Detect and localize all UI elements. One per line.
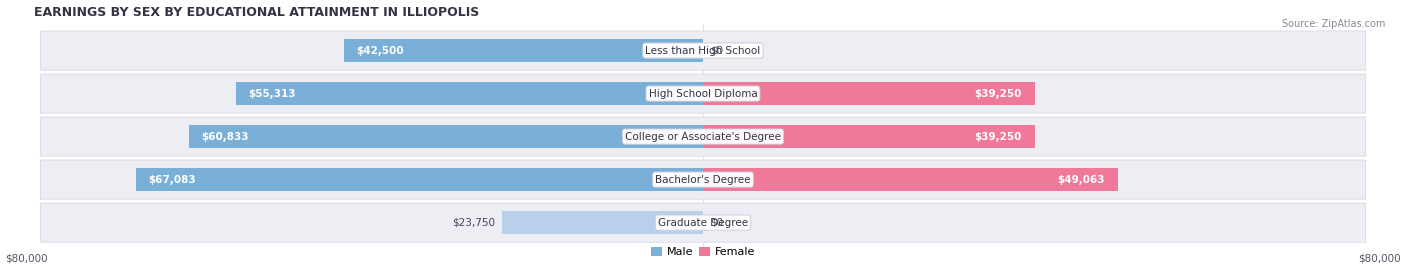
Text: $55,313: $55,313 — [249, 89, 295, 98]
Text: Graduate Degree: Graduate Degree — [658, 218, 748, 228]
Text: Source: ZipAtlas.com: Source: ZipAtlas.com — [1281, 19, 1385, 29]
Text: $0: $0 — [710, 45, 723, 56]
Text: $23,750: $23,750 — [453, 218, 495, 228]
Bar — [136, 168, 703, 191]
Bar — [344, 39, 703, 62]
Bar — [236, 82, 703, 105]
Text: $67,083: $67,083 — [149, 175, 197, 185]
Text: High School Diploma: High School Diploma — [648, 89, 758, 98]
Bar — [502, 211, 703, 234]
Bar — [703, 125, 1035, 148]
Text: $42,500: $42,500 — [357, 45, 404, 56]
Text: College or Associate's Degree: College or Associate's Degree — [626, 132, 780, 141]
Text: $39,250: $39,250 — [974, 89, 1022, 98]
FancyBboxPatch shape — [41, 203, 1365, 242]
FancyBboxPatch shape — [41, 31, 1365, 70]
Bar — [188, 125, 703, 148]
Text: Less than High School: Less than High School — [645, 45, 761, 56]
Legend: Male, Female: Male, Female — [647, 242, 759, 262]
Bar — [703, 168, 1118, 191]
FancyBboxPatch shape — [41, 74, 1365, 113]
Text: $0: $0 — [710, 218, 723, 228]
Text: EARNINGS BY SEX BY EDUCATIONAL ATTAINMENT IN ILLIOPOLIS: EARNINGS BY SEX BY EDUCATIONAL ATTAINMEN… — [34, 6, 479, 19]
Text: $39,250: $39,250 — [974, 132, 1022, 141]
FancyBboxPatch shape — [41, 117, 1365, 156]
Text: Bachelor's Degree: Bachelor's Degree — [655, 175, 751, 185]
FancyBboxPatch shape — [41, 160, 1365, 199]
Bar — [703, 82, 1035, 105]
Text: $60,833: $60,833 — [201, 132, 249, 141]
Text: $49,063: $49,063 — [1057, 175, 1105, 185]
